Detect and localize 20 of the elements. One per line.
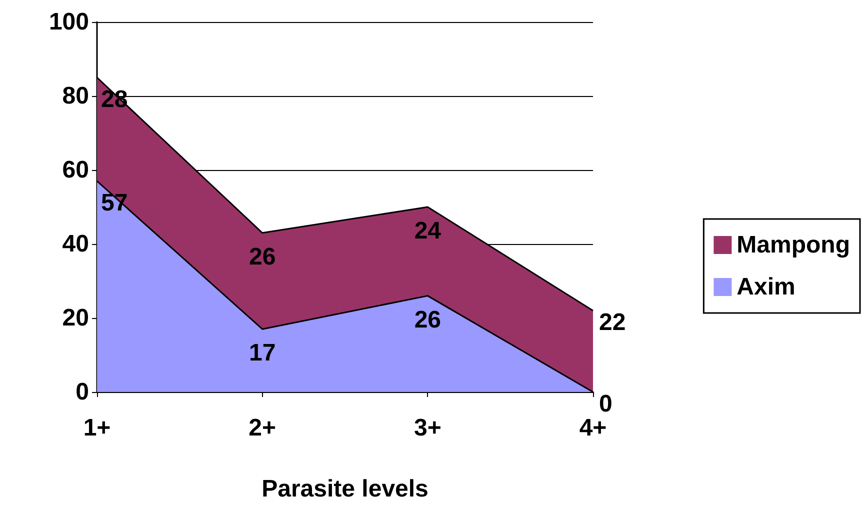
legend-label: Axim — [736, 274, 796, 300]
y-tick-label: 0 — [76, 378, 89, 406]
data-label: 26 — [414, 306, 442, 334]
y-tick-label: 80 — [62, 82, 89, 110]
data-label: 17 — [248, 340, 276, 367]
y-tick-label: 40 — [62, 230, 89, 258]
data-label: 22 — [599, 309, 626, 336]
x-axis-title: Parasite levels — [262, 476, 428, 502]
data-label: 57 — [101, 190, 128, 217]
y-tick-label: 100 — [48, 8, 89, 36]
data-label: 24 — [414, 218, 442, 244]
data-label: 26 — [248, 243, 276, 270]
legend-label: Mampong — [736, 232, 850, 258]
data-label: 0 — [599, 390, 612, 418]
x-tick-label: 3+ — [414, 414, 442, 442]
x-tick-label: 2+ — [248, 414, 276, 442]
y-tick-label: 20 — [62, 304, 89, 332]
x-tick-label: 4+ — [579, 414, 607, 442]
x-tick-label: 1+ — [83, 414, 111, 442]
y-tick-label: 60 — [62, 156, 89, 184]
